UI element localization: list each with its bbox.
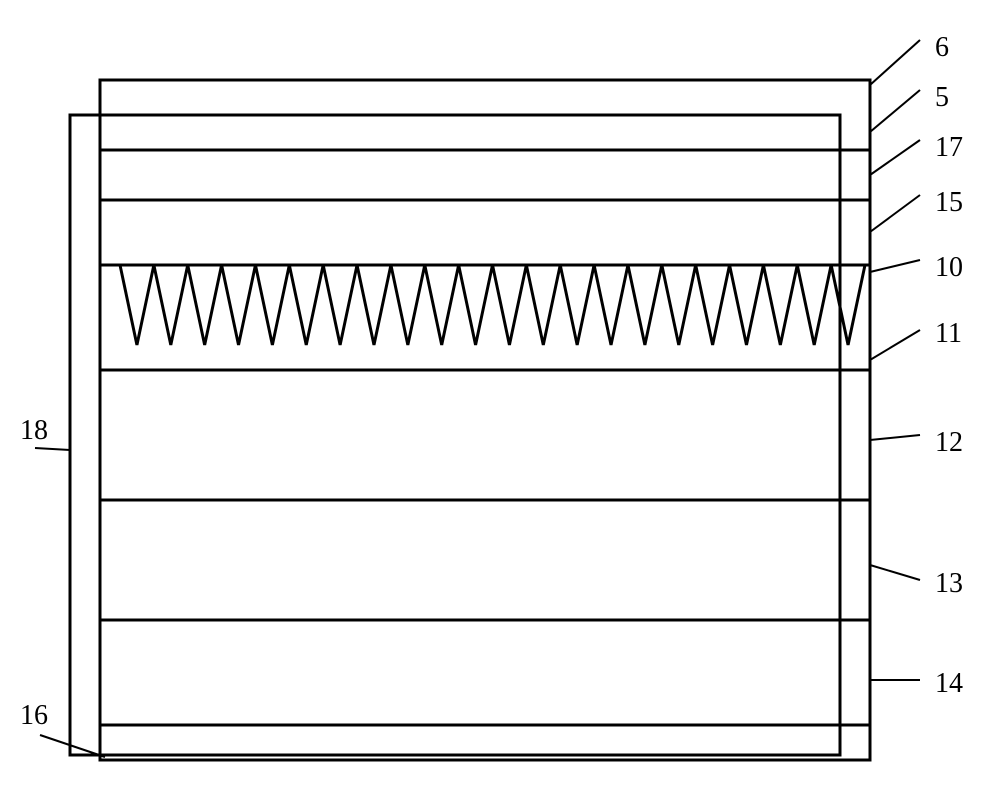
label-15: 15 (935, 187, 963, 219)
leader-11 (870, 330, 920, 360)
inner-box (70, 115, 840, 755)
leader-6 (870, 40, 920, 85)
diagram-svg (0, 0, 1000, 793)
label-14: 14 (935, 668, 963, 700)
label-13: 13 (935, 568, 963, 600)
label-16: 16 (20, 700, 48, 732)
label-11: 11 (935, 318, 962, 350)
leader-17 (870, 140, 920, 175)
leader-13 (870, 565, 920, 580)
leader-12 (870, 435, 920, 440)
label-18: 18 (20, 415, 48, 447)
label-12: 12 (935, 427, 963, 459)
label-6: 6 (935, 32, 949, 64)
leader-15 (870, 195, 920, 232)
leader-5 (870, 90, 920, 132)
diagram-stage: 6 5 17 15 10 11 12 13 14 18 16 (0, 0, 1000, 793)
label-5: 5 (935, 82, 949, 114)
leader-10 (870, 260, 920, 272)
label-10: 10 (935, 252, 963, 284)
zigzag-layer (120, 265, 865, 345)
leader-18 (35, 448, 70, 450)
label-17: 17 (935, 132, 963, 164)
outer-box (100, 80, 870, 760)
